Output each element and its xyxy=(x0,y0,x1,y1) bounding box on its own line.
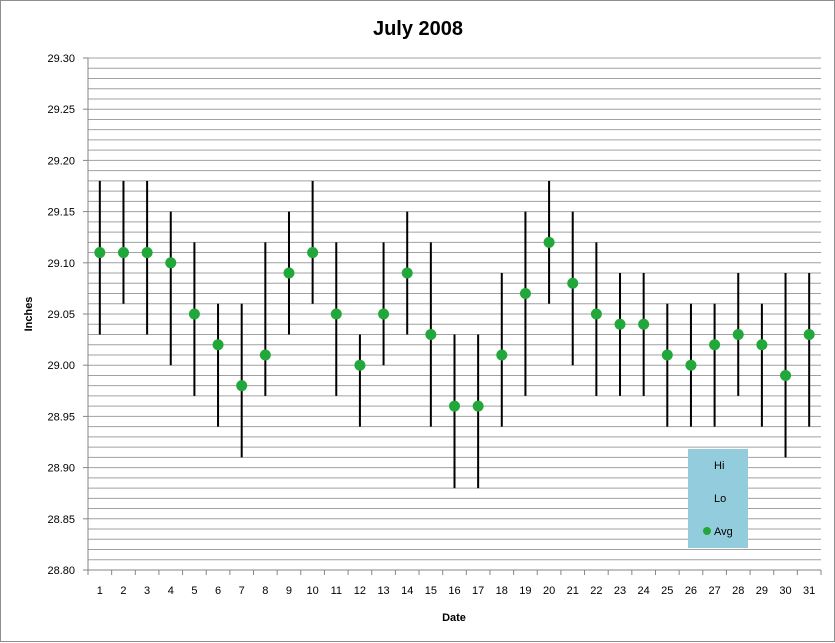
avg-point xyxy=(188,308,200,320)
x-tick-label: 14 xyxy=(401,585,413,597)
y-tick-label: 29.00 xyxy=(47,360,75,372)
y-tick-label: 28.90 xyxy=(47,463,75,475)
chart-title: July 2008 xyxy=(373,18,463,40)
legend-label-lo: Lo xyxy=(714,493,726,505)
x-tick-label: 23 xyxy=(614,585,626,597)
x-axis: 1 2 3 4 5 6 7 8 9 10 11 12 13 14 15 16 17 18 19 20 21 22 23 24 2… xyxy=(87,569,822,597)
avg-markers xyxy=(94,236,815,412)
x-tick-label: 19 xyxy=(519,585,531,597)
x-tick-label: 2 xyxy=(120,585,126,597)
y-tick-label: 29.15 xyxy=(47,207,75,219)
avg-point xyxy=(141,247,153,259)
x-tick-label: 13 xyxy=(377,585,389,597)
legend: Hi Lo Avg xyxy=(688,449,748,548)
avg-point xyxy=(709,339,721,351)
x-tick-label: 20 xyxy=(543,585,555,597)
y-tick-label: 29.20 xyxy=(47,155,75,167)
avg-point xyxy=(117,247,129,259)
avg-point xyxy=(307,247,319,259)
legend-marker-avg xyxy=(703,527,711,535)
avg-point xyxy=(472,400,484,412)
avg-point xyxy=(236,380,248,392)
avg-point xyxy=(354,359,366,371)
x-tick-label: 8 xyxy=(262,585,268,597)
x-tick-label: 18 xyxy=(496,585,508,597)
avg-point xyxy=(756,339,768,351)
avg-point xyxy=(590,308,602,320)
x-axis-title: Date xyxy=(442,612,466,624)
x-tick-label: 31 xyxy=(803,585,815,597)
legend-label-hi: Hi xyxy=(714,460,724,472)
avg-point xyxy=(165,257,177,269)
y-tick-label: 29.30 xyxy=(47,53,75,65)
x-tick-label: 9 xyxy=(286,585,292,597)
avg-point xyxy=(661,349,673,361)
y-tick-label: 29.05 xyxy=(47,309,75,321)
avg-point xyxy=(330,308,342,320)
x-tick-label: 25 xyxy=(661,585,673,597)
x-tick-label: 22 xyxy=(590,585,602,597)
avg-point xyxy=(449,400,460,412)
y-axis: 28.80 28.85 28.90 28.95 29.00 29.05 29.10 29.15… xyxy=(47,53,89,577)
x-tick-label: 6 xyxy=(215,585,221,597)
avg-point xyxy=(543,236,555,248)
x-tick-label: 12 xyxy=(354,585,366,597)
x-tick-label: 4 xyxy=(168,585,174,597)
x-tick-label: 15 xyxy=(425,585,437,597)
y-tick-label: 28.80 xyxy=(47,565,75,577)
x-tick-label: 24 xyxy=(638,585,650,597)
x-tick-label: 11 xyxy=(331,585,342,597)
avg-point xyxy=(425,328,437,340)
y-axis-title: Inches xyxy=(23,297,35,332)
avg-point xyxy=(567,277,579,289)
legend-background xyxy=(688,449,748,548)
avg-point xyxy=(259,349,271,361)
avg-point xyxy=(283,267,295,279)
avg-point xyxy=(519,288,531,300)
x-tick-label: 28 xyxy=(732,585,744,597)
avg-point xyxy=(685,359,697,371)
x-tick-label: 21 xyxy=(567,585,579,597)
avg-point xyxy=(732,328,744,340)
y-tick-label: 29.10 xyxy=(47,258,75,270)
x-tick-label: 1 xyxy=(97,585,103,597)
x-tick-label: 17 xyxy=(472,585,484,597)
x-tick-label: 3 xyxy=(144,585,150,597)
avg-point xyxy=(378,308,390,320)
y-tick-label: 28.85 xyxy=(47,514,75,526)
x-tick-label: 10 xyxy=(307,585,319,597)
avg-point xyxy=(401,267,413,279)
x-tick-label: 26 xyxy=(685,585,697,597)
avg-point xyxy=(780,369,792,381)
y-tick-label: 29.25 xyxy=(47,104,75,116)
x-tick-label: 5 xyxy=(191,585,197,597)
x-tick-label: 29 xyxy=(756,585,768,597)
avg-point xyxy=(638,318,650,330)
avg-point xyxy=(212,339,224,351)
avg-point xyxy=(496,349,508,361)
x-tick-label: 7 xyxy=(239,585,245,597)
y-tick-label: 28.95 xyxy=(47,411,75,423)
avg-point xyxy=(803,328,815,340)
x-tick-label: 30 xyxy=(779,585,791,597)
x-tick-label: 27 xyxy=(708,585,720,597)
avg-point xyxy=(94,247,106,259)
avg-point xyxy=(614,318,626,330)
legend-label-avg: Avg xyxy=(714,526,733,538)
x-tick-label: 16 xyxy=(448,585,460,597)
